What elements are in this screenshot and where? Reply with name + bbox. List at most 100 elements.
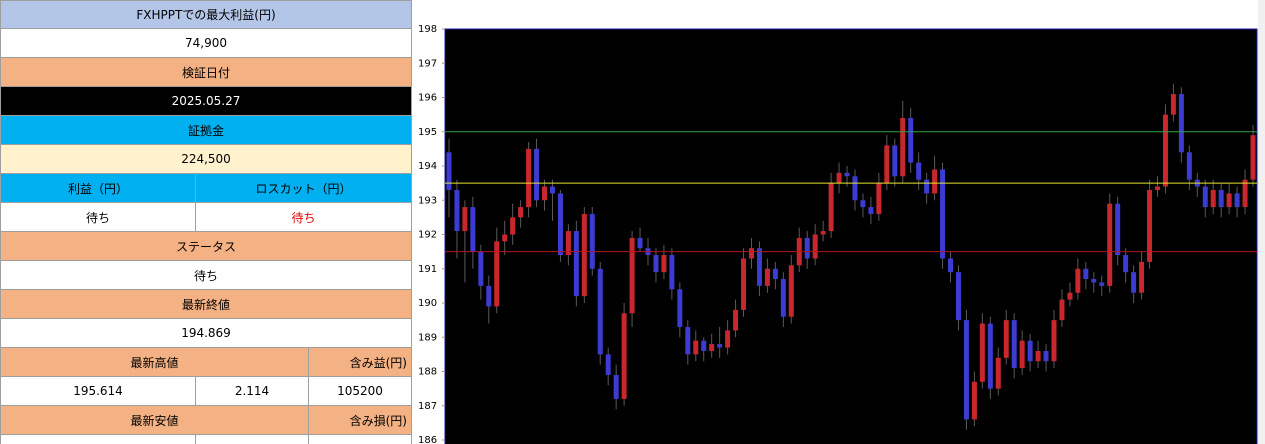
candle-body [629,237,635,314]
candle-body [573,231,579,297]
value-cell: 2.114 [195,376,309,406]
y-tick-label: 188 [418,367,437,378]
candle-body [1083,268,1089,280]
y-tick-label: 196 [418,93,437,104]
y-tick-label: 198 [418,24,437,35]
value-cell [308,434,412,444]
candle-body [1027,340,1033,362]
candle-body [725,330,731,348]
candle-body [1131,272,1137,293]
value-cell: 224,500 [0,144,412,174]
candle-body [518,207,524,218]
candle-body [1003,320,1009,358]
candle-body [900,118,906,177]
candle-body [1242,179,1248,208]
candle-body [788,265,794,317]
candle-body [741,258,747,310]
candle-body [804,237,810,259]
candle-body [868,207,874,214]
candle-body [955,272,961,321]
candle-body [1107,203,1113,286]
candle-body [581,213,587,297]
candle-body [605,354,611,375]
candle-body [1051,320,1057,362]
header-cell: FXHPPTでの最大利益(円) [0,0,412,29]
candle-body [701,340,707,351]
candle-body [502,234,508,242]
candle-body [1139,261,1145,293]
y-tick-label: 194 [418,161,437,172]
candle-body [1115,203,1121,256]
header-cell: 含み損(円) [308,405,412,435]
candle-body [1091,279,1097,283]
value-cell: 待ち [195,202,412,232]
y-tick-label: 195 [418,127,437,138]
y-tick-label: 187 [418,401,437,412]
candle-body [892,145,898,177]
header-cell: 最新高値 [0,347,309,377]
y-tick-label: 186 [418,435,437,444]
candle-body [995,357,1001,389]
header-cell: 最新安値 [0,405,309,435]
candle-body [979,323,985,382]
value-cell: 待ち [0,260,412,290]
candle-body [1019,340,1025,369]
y-tick-label: 193 [418,195,437,206]
candle-body [709,344,715,351]
candle-body [1170,94,1176,115]
candle-body [613,374,619,399]
candle-body [637,237,643,249]
candle-body [542,186,548,201]
candle-body [1226,193,1232,208]
candle-body [828,183,834,232]
candle-body [565,231,571,256]
candle-body [446,152,452,190]
value-cell: 194.869 [0,318,412,348]
candle-body [1059,299,1065,321]
candle-body [1043,350,1049,362]
candle-body [852,176,858,201]
candle-body [748,248,754,259]
candle-body [486,285,492,307]
candle-body [780,279,786,317]
y-tick-label: 189 [418,332,437,343]
candle-body [589,213,595,269]
candle-body [1011,320,1017,369]
y-tick-label: 197 [418,58,437,69]
candle-body [1154,186,1160,190]
candle-body [987,323,993,389]
candle-body [1202,186,1208,208]
candle-body [597,268,603,355]
candle-body [1075,268,1081,293]
candle-body [820,231,826,235]
candle-body [1035,350,1041,362]
candle-body [1123,255,1129,273]
header-cell: 最新終値 [0,289,412,319]
candle-body [1162,114,1168,187]
scrollbar [1258,0,1265,444]
candle-body [653,255,659,273]
candle-body [971,381,977,420]
candle-body [884,145,890,184]
candle-body [733,309,739,331]
header-cell: 含み益(円) [308,347,412,377]
y-tick-label: 192 [418,230,437,241]
candle-body [526,148,532,208]
candle-body [621,313,627,399]
y-tick-label: 191 [418,264,437,275]
candle-body [1067,292,1073,300]
candle-body [836,172,842,184]
candle-body [462,207,468,232]
candle-body [1147,189,1153,262]
candle-body [860,200,866,208]
candle-body [940,169,946,259]
candle-body [1250,135,1256,180]
candle-body [812,234,818,259]
candle-body [1218,189,1224,208]
candle-body [916,162,922,180]
candle-body [549,186,555,194]
candle-body [693,340,699,355]
candle-body [685,326,691,355]
